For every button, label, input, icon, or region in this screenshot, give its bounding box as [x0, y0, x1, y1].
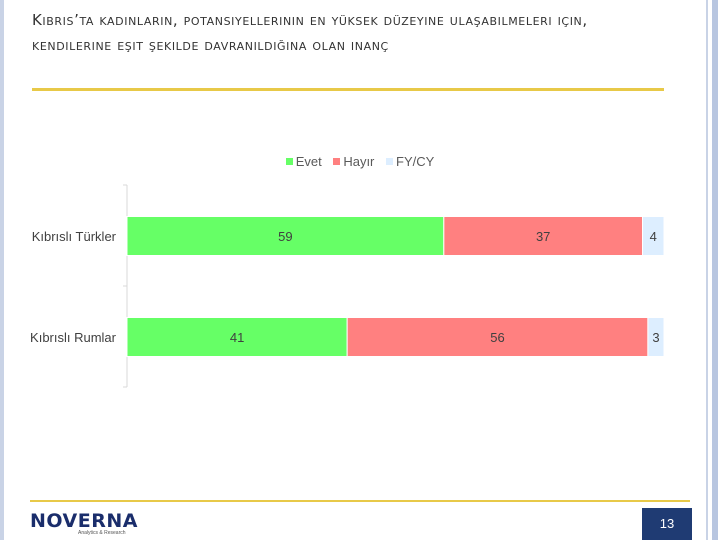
page-number: 13 — [642, 508, 692, 540]
legend-item-evet: Evet — [285, 154, 322, 169]
category-label: Kıbrıslı Rumlar — [30, 330, 117, 345]
title-underline — [32, 88, 664, 91]
category-label: Kıbrıslı Türkler — [32, 229, 117, 244]
left-frame — [0, 0, 4, 540]
data-label: 56 — [490, 330, 504, 345]
data-label: 41 — [230, 330, 244, 345]
bar-segment-evet — [126, 317, 348, 357]
chart-legend: Evet Hayır FY/CY — [0, 154, 720, 169]
legend-item-fycy: FY/CY — [386, 154, 434, 169]
data-label: 4 — [650, 229, 657, 244]
data-label: 37 — [536, 229, 550, 244]
company-logo: NOVERNA Analytics & Research — [30, 510, 138, 536]
bar-segment-fy-cy — [642, 216, 665, 256]
legend-label-hayir: Hayır — [343, 154, 375, 169]
legend-label-evet: Evet — [295, 154, 322, 169]
legend-swatch-hayir — [333, 158, 341, 165]
frame-band — [712, 0, 718, 540]
legend-label-fycy: FY/CY — [396, 154, 435, 169]
bar-segment-hay-r — [443, 216, 644, 256]
slide-title: Kıbrıs’ta kadınların, potansiyellerinin … — [32, 11, 588, 54]
bar-segment-evet — [126, 216, 445, 256]
logo-wordmark: NOVERNA — [30, 510, 138, 532]
legend-swatch-fycy — [386, 158, 394, 165]
data-label: 3 — [652, 330, 659, 345]
logo-tagline: Analytics & Research — [78, 530, 126, 536]
data-label: 59 — [278, 229, 292, 244]
legend-swatch-evet — [285, 158, 293, 165]
right-frame — [702, 0, 720, 540]
legend-item-hayir: Hayır — [333, 154, 374, 169]
bar-segment-hay-r — [346, 317, 649, 357]
bar-segment-fy-cy — [647, 317, 665, 357]
footer-rule — [30, 500, 690, 502]
frame-line — [706, 0, 708, 540]
